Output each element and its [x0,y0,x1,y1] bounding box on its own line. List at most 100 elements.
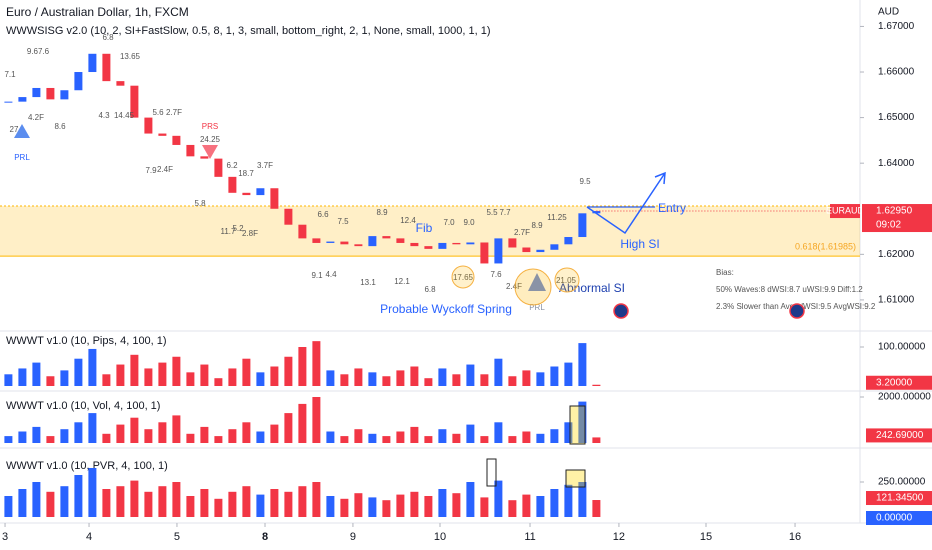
histogram-bar [60,486,69,517]
histogram-bar [242,358,251,386]
wave-annotation: 14.45 [114,111,135,120]
histogram-bar [466,364,475,386]
histogram-bar [466,424,475,443]
histogram-bar [242,486,251,517]
candle-body [172,135,181,145]
histogram-bar [298,403,307,443]
histogram-bar [130,480,139,517]
candle-body [466,242,475,245]
histogram-bar [508,500,517,517]
candle-body [60,90,69,100]
price-tag: 1.62950 [876,206,913,217]
histogram-bar [214,498,223,517]
histogram-bar [480,497,489,517]
value-tag: 3.20000 [876,377,913,388]
candle-body [116,81,125,86]
countdown: 09:02 [876,220,901,231]
wave-annotation: 6.6 [317,210,329,219]
histogram-bar [144,429,153,443]
histogram-bar [4,496,13,517]
histogram-bar [256,494,265,517]
histogram-bar [536,372,545,386]
histogram-bar [144,368,153,386]
candle-body [130,85,139,118]
histogram-bar [508,376,517,386]
histogram-bar [396,370,405,386]
prl-marker [14,124,30,138]
chart-label: Abnormal SI [559,281,625,295]
histogram-bar [466,482,475,517]
value-tag: 0.00000 [876,513,913,524]
wave-annotation: 9.1 [311,271,323,280]
pane-title: WWWT v1.0 (10, Vol, 4, 100, 1) [6,400,160,412]
histogram-bar [298,486,307,517]
wave-annotation: 4.2F [28,113,44,122]
histogram-bar [256,431,265,443]
flag-icon [789,303,805,319]
histogram-bar [382,436,391,443]
histogram-bar [186,372,195,386]
histogram-bar [88,348,97,386]
flag-icon [613,303,629,319]
histogram-bar [368,372,377,386]
histogram-bar [228,368,237,386]
value-tag-bg [866,375,932,390]
candle-body [312,238,321,243]
histogram-bar [494,480,503,517]
x-tick-label: 4 [86,531,92,543]
histogram-bar [592,437,601,443]
wave-annotation: PRL [529,303,545,312]
wave-annotation: 9.5 [579,177,591,186]
histogram-bar [396,431,405,443]
candle-body [270,188,279,209]
histogram-bar [18,431,27,443]
histogram-bar [480,374,489,386]
candle-body [46,87,55,100]
histogram-bar [354,368,363,386]
histogram-bar [438,368,447,386]
histogram-bar [284,356,293,386]
histogram-bar [578,482,587,517]
histogram-bar [284,413,293,443]
histogram-bar [18,368,27,386]
histogram-bar [592,500,601,517]
histogram-bar [158,486,167,517]
candle-body [508,238,517,248]
symbol-tag: EURAUD [826,205,865,215]
wave-annotation: 9.67.6 [27,47,50,56]
histogram-bar [480,436,489,443]
wave-annotation: 18.7 [238,169,254,178]
wave-annotation: 24.25 [200,135,221,144]
candle-body [550,244,559,250]
candle-body [340,241,349,245]
histogram-bar [116,424,125,443]
histogram-bar [74,422,83,443]
x-tick-label: 16 [789,531,801,543]
value-tag-bg [866,428,932,443]
candle-body [88,53,97,73]
value-tag: 242.69000 [876,430,924,441]
wave-annotation: 3.7F [257,161,273,170]
histogram-bar [326,431,335,443]
histogram-bar [578,401,587,443]
candle-body [144,117,153,134]
histogram-bar [158,422,167,443]
wave-annotation: 17.65 [453,273,474,282]
histogram-bar [60,370,69,386]
x-tick-label: 15 [700,531,712,543]
histogram-bar [452,374,461,386]
histogram-bar [312,482,321,517]
candle-body [242,192,251,196]
candle-body [354,244,363,247]
histogram-bar [438,429,447,443]
candle-body [326,241,335,243]
histogram-bar [368,433,377,443]
histogram-bar [564,484,573,517]
histogram-bar [312,341,321,386]
histogram-bar [46,376,55,386]
arrow-head [654,171,666,185]
histogram-bar [46,491,55,517]
histogram-bar [158,362,167,386]
